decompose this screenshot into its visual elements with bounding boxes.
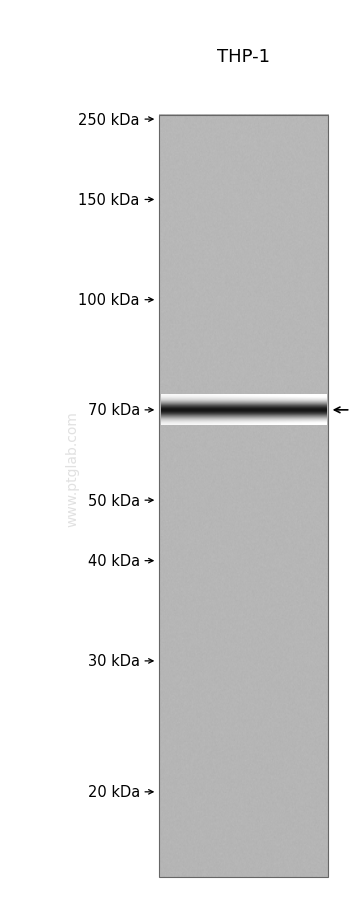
Text: 30 kDa: 30 kDa <box>88 654 140 668</box>
Text: 70 kDa: 70 kDa <box>88 403 140 418</box>
Text: THP-1: THP-1 <box>217 48 270 66</box>
Text: 50 kDa: 50 kDa <box>88 493 140 508</box>
Text: 20 kDa: 20 kDa <box>88 785 140 799</box>
Text: 40 kDa: 40 kDa <box>88 554 140 568</box>
Bar <box>159 115 328 877</box>
Text: 100 kDa: 100 kDa <box>78 293 140 308</box>
Text: 150 kDa: 150 kDa <box>78 193 140 207</box>
Text: 250 kDa: 250 kDa <box>78 113 140 127</box>
Text: www.ptglab.com: www.ptglab.com <box>65 411 79 527</box>
